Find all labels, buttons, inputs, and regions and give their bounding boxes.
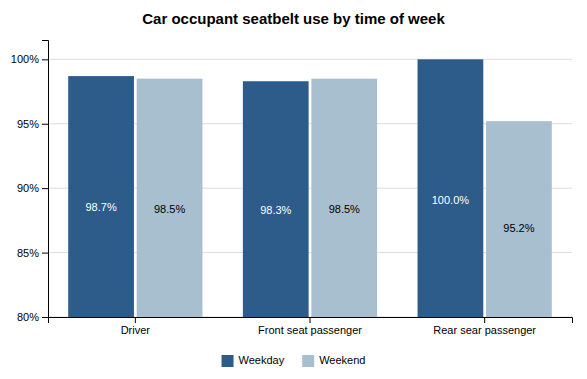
data-label: 98.5% [154,203,185,215]
bar [311,79,377,317]
tick: 85% [17,247,48,259]
legend-label: Weekend [319,354,365,366]
legend-swatch [222,355,234,367]
tick: 80% [17,311,48,323]
tick-mark [42,317,48,318]
tick: Driver [121,317,151,336]
data-label: 95.2% [503,222,534,234]
grid-line [48,59,572,60]
grid [48,59,572,317]
tick-mark [135,317,136,323]
bar [68,76,134,317]
tick-label: Driver [121,324,151,336]
bar [243,81,309,317]
data-labels: 98.7% 98.3% 100.0% 98.5% 98.5% 95.2% [85,194,534,234]
tick-label: 80% [17,311,39,323]
bar [137,79,203,317]
tick-label: Front seat passenger [258,324,362,336]
tick-mark [310,317,311,323]
tick-mark [42,59,48,60]
tick-label: 90% [17,182,39,194]
data-label: 98.3% [260,204,291,216]
tick-label: 100% [11,53,39,65]
axis-line [49,318,573,324]
tick: 90% [17,182,48,194]
series [137,79,552,317]
legend-item: Weekend [302,354,365,367]
tick-label: 85% [17,247,39,259]
tick-mark [42,124,48,125]
chart: Car occupant seatbelt use by time of wee… [0,0,587,379]
tick-mark [484,317,485,323]
legend-item: Weekday [222,354,285,367]
axis-line [42,41,49,318]
tick-label: Rear sear passenger [433,324,536,336]
tick-mark [42,188,48,189]
legend-label: Weekday [239,354,285,366]
tick: 95% [17,118,48,130]
legend-swatch [302,355,314,367]
bar [486,121,552,317]
legend: Weekday Weekend [222,354,366,367]
tick: 100% [11,53,48,65]
y-axis: 80% 85% 90% 95% 100% [11,41,49,324]
x-axis: Driver Front seat passenger Rear sear pass… [49,317,573,336]
title: Car occupant seatbelt use by time of wee… [142,10,445,27]
series [68,59,483,317]
data-label: 100.0% [432,194,470,206]
tick-mark [42,253,48,254]
data-label: 98.5% [329,203,360,215]
bar [418,59,484,317]
bars [68,59,552,317]
tick: Rear sear passenger [433,317,536,336]
tick-label: 95% [17,118,39,130]
data-label: 98.7% [85,201,116,213]
tick: Front seat passenger [258,317,362,336]
